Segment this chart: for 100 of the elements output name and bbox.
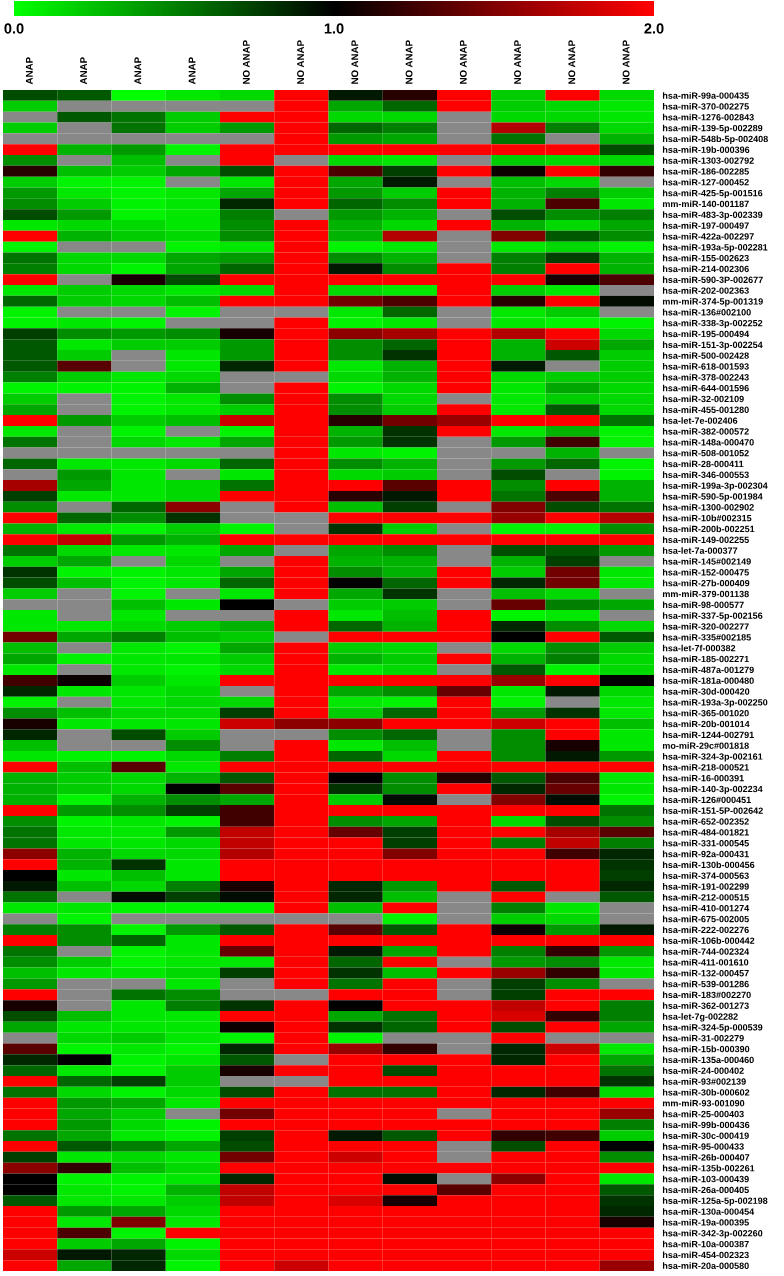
y-tick-label: hsa-miR-1244-002791 bbox=[662, 731, 754, 739]
y-tick-label: hsa-miR-93#002139 bbox=[662, 1078, 746, 1085]
x-tick-label: ANAP bbox=[80, 57, 87, 85]
y-tick-label: hsa-miR-92a-000431 bbox=[662, 850, 749, 858]
y-tick-label: hsa-miR-145#002149 bbox=[662, 558, 751, 565]
y-tick-label: hsa-miR-590-3P-002677 bbox=[662, 276, 763, 283]
y-tick-label: hsa-miR-324-3p-002161 bbox=[662, 753, 763, 762]
y-tick-label: hsa-miR-130a-000454 bbox=[662, 1208, 755, 1215]
y-tick-label: hsa-miR-484-001821 bbox=[662, 828, 749, 836]
y-tick-label: hsa-miR-181a-000480 bbox=[662, 677, 754, 684]
y-tick-label: hsa-miR-335#002185 bbox=[662, 633, 751, 641]
y-tick-label: hsa-miR-148a-000470 bbox=[662, 438, 754, 446]
y-tick-label: hsa-miR-200b-002251 bbox=[662, 525, 755, 533]
y-tick-label: hsa-miR-644-001596 bbox=[662, 384, 749, 392]
y-tick-label: hsa-miR-16-000391 bbox=[662, 774, 744, 782]
y-tick-label: hsa-miR-652-002352 bbox=[662, 818, 749, 825]
y-tick-label: hsa-miR-324-5p-000539 bbox=[662, 1023, 763, 1033]
y-tick-label: hsa-miR-135a-000460 bbox=[662, 1056, 754, 1064]
y-tick-label: hsa-miR-132-000457 bbox=[662, 969, 749, 977]
y-tick-label: hsa-miR-183#002270 bbox=[662, 991, 751, 999]
y-tick-label: hsa-miR-140-3p-002234 bbox=[662, 785, 763, 794]
x-tick-label: NO ANAP bbox=[622, 40, 630, 84]
x-tick-label: ANAP bbox=[134, 57, 142, 85]
y-tick-label: hsa-miR-125a-5p-002198 bbox=[662, 1197, 768, 1206]
y-tick-label: mm-miR-93-001090 bbox=[662, 1099, 745, 1107]
x-tick-label: NO ANAP bbox=[242, 40, 250, 84]
y-tick-label: hsa-miR-374-000563 bbox=[662, 872, 749, 879]
y-tick-label: hsa-miR-1303-002792 bbox=[662, 157, 754, 164]
y-tick-label: hsa-let-7g-002282 bbox=[662, 1013, 738, 1022]
y-tick-label: hsa-miR-20a-000580 bbox=[662, 1262, 749, 1269]
y-tick-label: hsa-miR-130b-000456 bbox=[662, 861, 755, 869]
y-tick-label: hsa-miR-151-5P-002642 bbox=[662, 807, 763, 814]
y-tick-label: hsa-miR-382-000572 bbox=[662, 428, 749, 435]
color-bar-label: 2.0 bbox=[644, 23, 664, 34]
y-tick-label: hsa-miR-425-5p-001516 bbox=[662, 189, 763, 199]
color-bar-label: 0.0 bbox=[4, 23, 24, 34]
y-tick-label: hsa-miR-149-002255 bbox=[662, 536, 749, 544]
y-tick-label: hsa-miR-185-002271 bbox=[662, 655, 749, 663]
y-tick-label: hsa-miR-139-5p-002289 bbox=[662, 124, 763, 134]
y-tick-label: hsa-miR-346-000553 bbox=[662, 471, 749, 479]
y-tick-label: hsa-miR-10b#002315 bbox=[662, 514, 752, 522]
y-tick-label: hsa-miR-410-001274 bbox=[662, 904, 750, 912]
y-tick-label: hsa-miR-1276-002843 bbox=[662, 113, 754, 121]
y-tick-label: hsa-miR-1300-002902 bbox=[662, 503, 754, 511]
y-tick-label: hsa-let-7f-000382 bbox=[662, 644, 736, 652]
y-tick-label: hsa-miR-675-002005 bbox=[662, 915, 749, 923]
y-tick-label: hsa-miR-186-002285 bbox=[662, 167, 749, 175]
x-tick-label: NO ANAP bbox=[351, 40, 359, 84]
x-tick-label: NO ANAP bbox=[297, 40, 304, 84]
y-tick-label: hsa-miR-214-002306 bbox=[662, 265, 749, 273]
y-tick-label: hsa-miR-195-000494 bbox=[662, 330, 750, 338]
y-tick-label: hsa-miR-98-000577 bbox=[662, 601, 744, 609]
y-tick-label: hsa-miR-19b-000396 bbox=[662, 146, 750, 153]
y-tick-label: hsa-miR-508-001052 bbox=[662, 449, 749, 457]
y-tick-label: hsa-miR-32-002109 bbox=[662, 395, 744, 403]
y-tick-label: hsa-miR-191-002299 bbox=[662, 883, 749, 890]
y-tick-label: hsa-miR-10a-000387 bbox=[662, 1240, 749, 1248]
y-tick-label: hsa-miR-24-000402 bbox=[662, 1067, 744, 1074]
y-tick-label: hsa-miR-197-000497 bbox=[662, 222, 749, 229]
y-tick-label: hsa-miR-136#002100 bbox=[662, 308, 751, 316]
y-tick-label: hsa-miR-744-002324 bbox=[662, 948, 750, 955]
y-tick-label: hsa-miR-483-3p-002339 bbox=[662, 211, 763, 220]
x-tick-label: NO ANAP bbox=[514, 40, 521, 84]
y-tick-label: hsa-miR-455-001280 bbox=[662, 406, 749, 413]
y-tick-label: hsa-miR-99a-000435 bbox=[662, 92, 749, 99]
y-tick-label: hsa-miR-500-002428 bbox=[662, 352, 749, 359]
y-tick-label: hsa-miR-331-000545 bbox=[662, 839, 749, 847]
x-tick-label: ANAP bbox=[188, 57, 196, 85]
x-tick-label: NO ANAP bbox=[459, 40, 467, 84]
y-tick-label: hsa-miR-30d-000420 bbox=[662, 688, 750, 695]
y-tick-label: hsa-miR-487a-001279 bbox=[662, 666, 754, 674]
y-tick-label: hsa-miR-135b-002261 bbox=[662, 1164, 755, 1172]
y-tick-label: hsa-miR-127-000452 bbox=[662, 178, 749, 186]
y-tick-label: hsa-miR-548b-5p-002408 bbox=[662, 135, 768, 144]
y-tick-label: hsa-miR-590-5p-001984 bbox=[662, 493, 763, 502]
y-tick-label: hsa-miR-337-5p-002156 bbox=[662, 612, 763, 621]
y-tick-label: hsa-let-7e-002406 bbox=[662, 417, 738, 424]
y-tick-label: hsa-miR-126#000451 bbox=[662, 796, 751, 804]
y-tick-label: hsa-miR-26b-000407 bbox=[662, 1153, 750, 1161]
y-tick-label: hsa-miR-99b-000436 bbox=[662, 1121, 750, 1129]
y-tick-label: hsa-miR-338-3p-002252 bbox=[662, 319, 763, 329]
y-tick-label: hsa-miR-365-001020 bbox=[662, 709, 749, 717]
y-tick-label: hsa-miR-362-001273 bbox=[662, 1002, 749, 1009]
y-tick-label: hsa-miR-151-3p-002254 bbox=[662, 341, 763, 350]
y-tick-label: hsa-miR-28-000411 bbox=[662, 460, 744, 468]
y-tick-label: hsa-miR-26a-000405 bbox=[662, 1186, 749, 1194]
y-tick-label: hsa-miR-218-000521 bbox=[662, 763, 749, 771]
y-tick-label: hsa-miR-422a-002297 bbox=[662, 233, 754, 240]
y-tick-label: mm-miR-140-001187 bbox=[662, 200, 749, 208]
y-tick-label: hsa-miR-539-001286 bbox=[662, 980, 749, 988]
y-tick-label: hsa-miR-106b-000442 bbox=[662, 937, 755, 944]
y-tick-label: hsa-miR-199a-3p-002304 bbox=[662, 482, 768, 491]
y-tick-label: hsa-miR-95-000433 bbox=[662, 1143, 744, 1150]
y-tick-label: mo-miR-29c#001818 bbox=[662, 742, 749, 749]
y-tick-label: hsa-miR-20b-001014 bbox=[662, 720, 750, 728]
y-tick-label: hsa-miR-152-000475 bbox=[662, 568, 749, 576]
x-tick-label: NO ANAP bbox=[405, 40, 413, 84]
y-tick-label: hsa-miR-25-000403 bbox=[662, 1110, 744, 1118]
y-tick-label: mm-miR-379-001138 bbox=[662, 590, 749, 598]
y-tick-label: hsa-miR-30c-000419 bbox=[662, 1132, 749, 1139]
